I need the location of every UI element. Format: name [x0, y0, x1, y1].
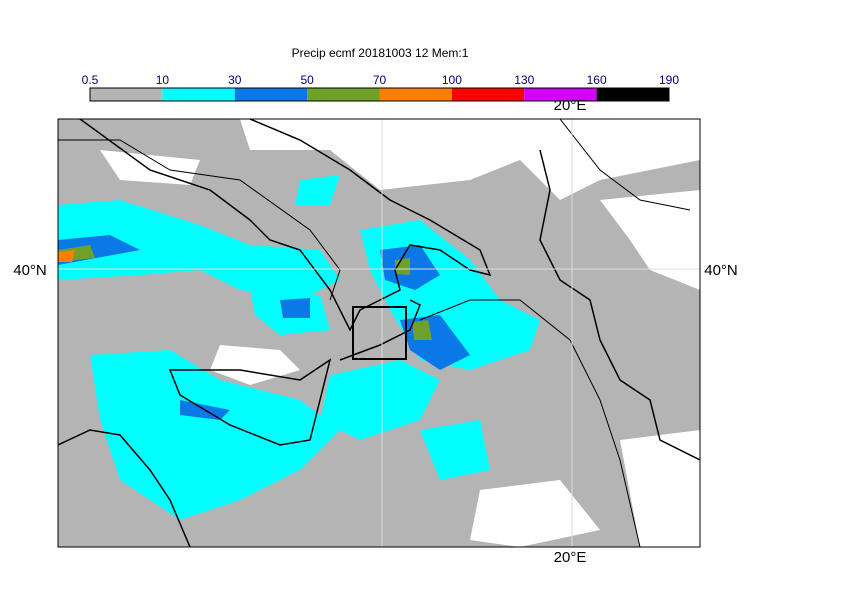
legend-label: 100 [442, 73, 462, 87]
legend-label: 130 [514, 73, 534, 87]
legend-swatch [451, 88, 525, 101]
legend-swatch [596, 88, 669, 101]
legend-swatch [379, 88, 452, 101]
legend-swatch [234, 88, 308, 101]
target-box [352, 306, 407, 360]
legend-swatch [162, 88, 235, 101]
legend: 0.5 10 30 50 70 100 130 160 190 [82, 73, 679, 102]
border [58, 119, 691, 547]
legend-label: 10 [156, 73, 170, 87]
rain-70-100 [58, 250, 75, 262]
map-frame [57, 118, 701, 548]
map-title: Precip ecmf 20181003 12 Mem:1 [292, 46, 469, 60]
graticule [58, 119, 700, 547]
coastline [58, 119, 700, 547]
lon-label: 20°E [554, 549, 587, 566]
legend-label: 70 [373, 73, 387, 87]
dry-area [58, 119, 700, 547]
legend-label: 50 [300, 73, 314, 87]
legend-swatch [307, 88, 380, 101]
legend-label: 0.5 [82, 73, 99, 87]
lat-label: 40°N [704, 262, 738, 279]
legend-label: 30 [228, 73, 242, 87]
legend-label: 190 [659, 73, 679, 87]
legend-frame [89, 87, 670, 102]
map [58, 119, 700, 547]
lon-label: 20°E [554, 97, 587, 114]
lat-label: 40°N [13, 262, 47, 279]
legend-swatch [524, 88, 597, 101]
legend-swatch [90, 88, 163, 101]
legend-label: 160 [587, 73, 607, 87]
